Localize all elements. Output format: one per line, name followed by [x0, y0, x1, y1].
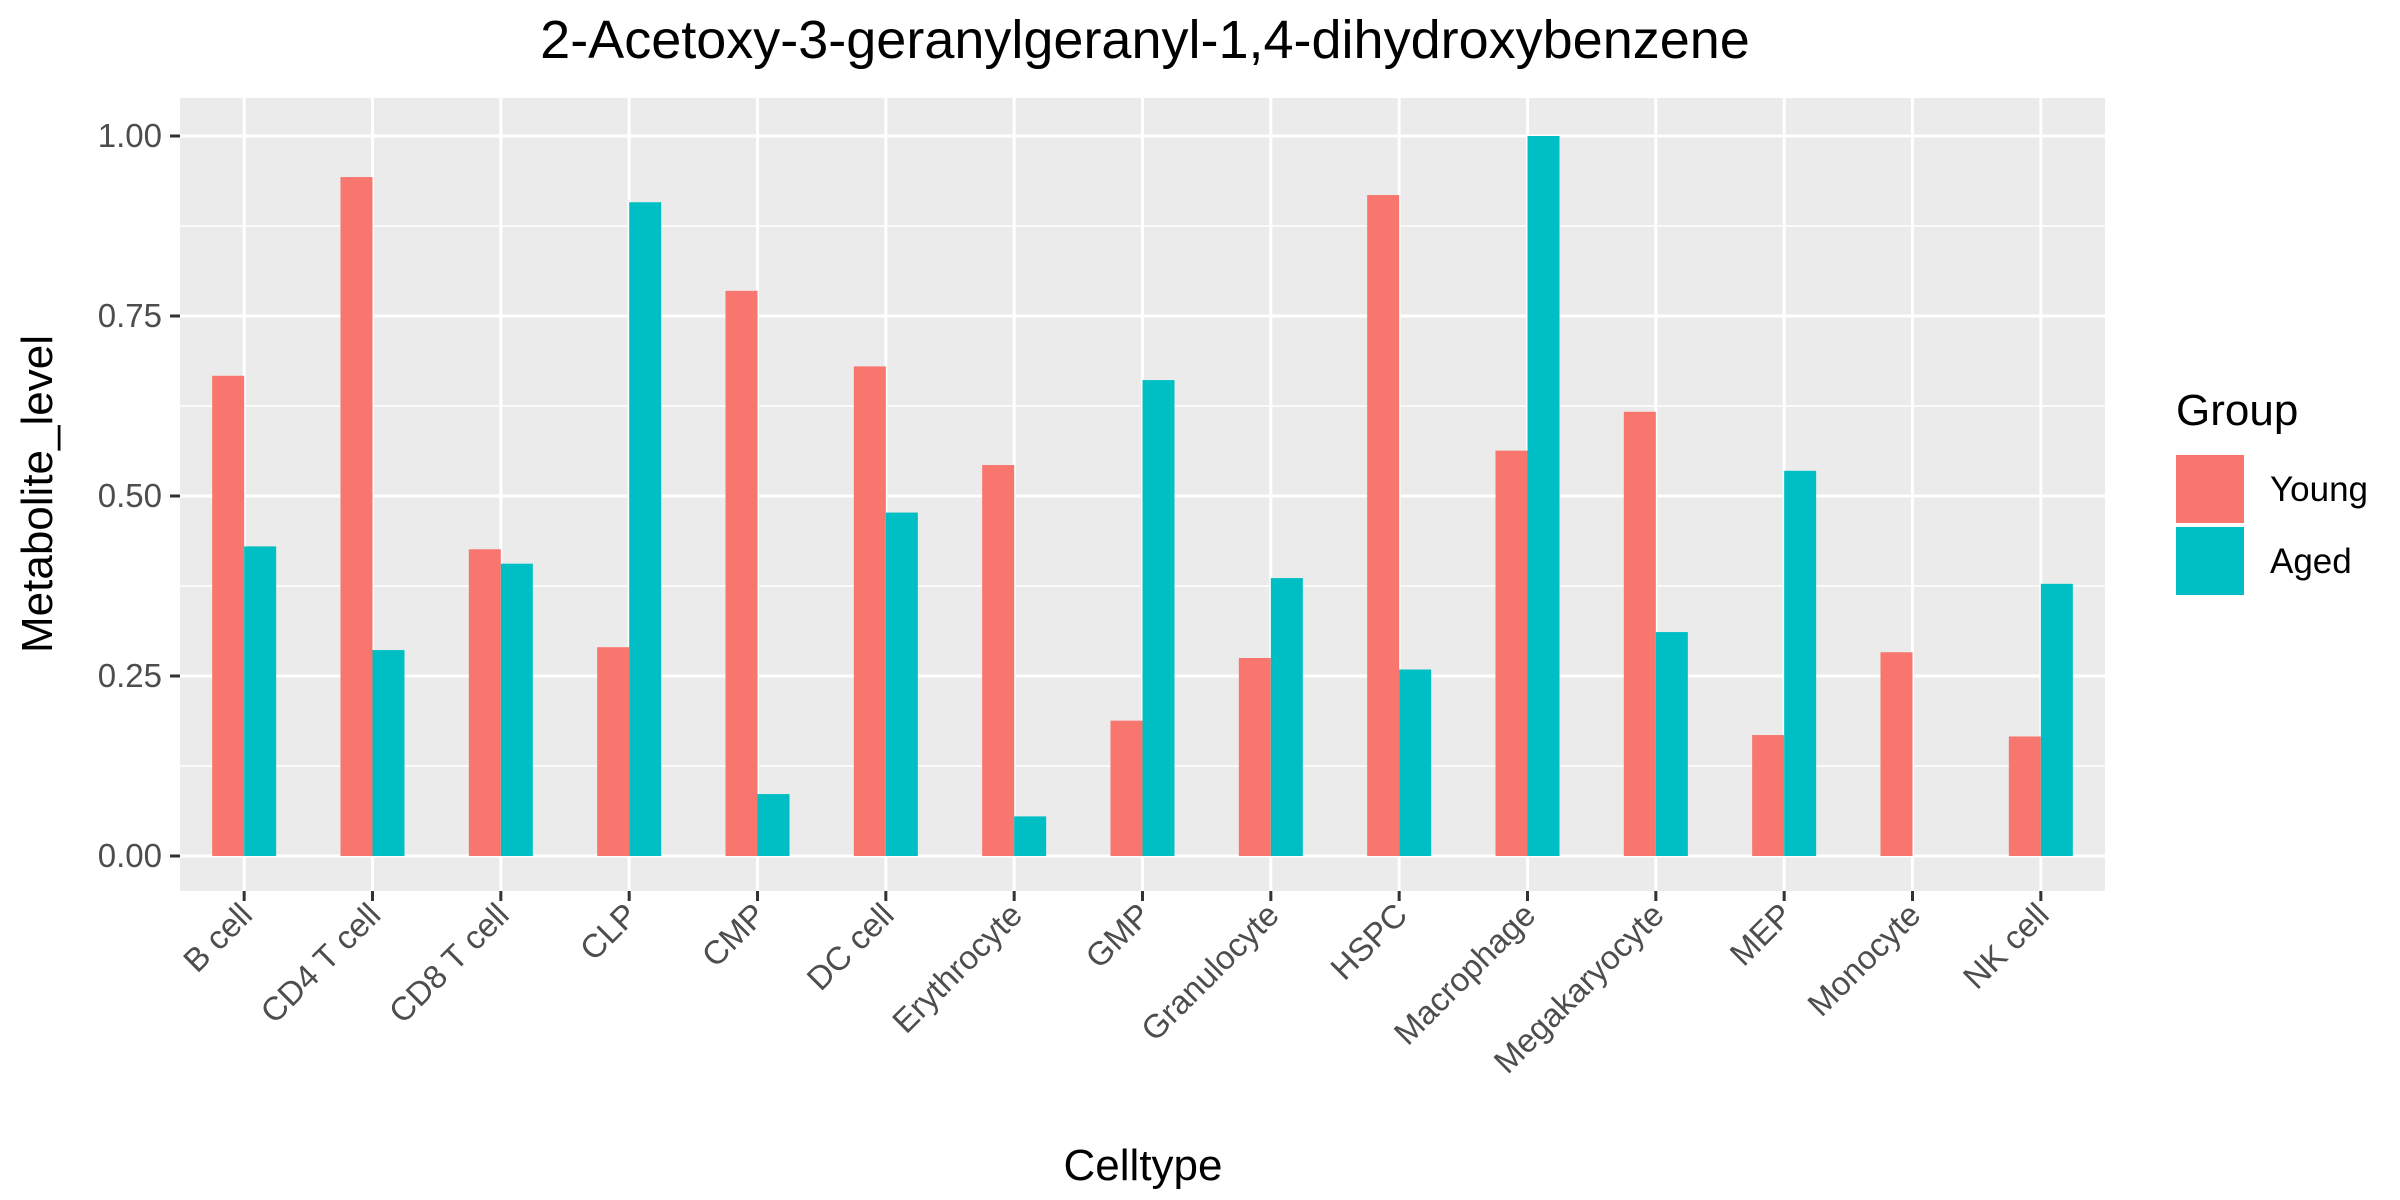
bar-aged [2040, 583, 2073, 856]
bar-aged [1655, 632, 1688, 856]
bar-young [725, 290, 758, 856]
x-tick-label: CD8 T cell [382, 896, 516, 1030]
x-tick-label: HSPC [1323, 896, 1414, 987]
x-tick-label: CLP [573, 896, 645, 968]
bar-aged [500, 563, 533, 856]
legend-label-young: Young [2270, 470, 2368, 509]
y-axis: 0.00 0.25 0.50 0.75 1.00 [98, 117, 180, 874]
legend-key-aged [2176, 527, 2244, 595]
bar-aged [1784, 470, 1817, 856]
y-tick-label: 0.25 [98, 657, 162, 694]
legend-label-aged: Aged [2270, 542, 2352, 581]
x-axis-title: Celltype [1064, 1141, 1223, 1190]
x-tick-label: GMP [1078, 896, 1157, 975]
legend-title: Group [2176, 386, 2298, 435]
bar-young [1367, 195, 1400, 857]
bars [212, 136, 2073, 857]
y-axis-title: Metabolite_level [13, 335, 62, 653]
y-tick-label: 0.50 [98, 477, 162, 514]
x-tick-label: Granulocyte [1134, 896, 1286, 1048]
legend-items: Young Aged [2176, 455, 2368, 595]
bar-young [1110, 720, 1143, 856]
bar-young [468, 549, 501, 856]
x-tick-label: B cell [176, 896, 259, 979]
legend-key-young [2176, 455, 2244, 523]
bar-young [853, 366, 886, 856]
bar-aged [372, 650, 405, 856]
bar-aged [1399, 669, 1432, 856]
x-tick-label: NK cell [1956, 896, 2056, 996]
bar-young [2008, 736, 2041, 856]
x-tick-label: Erythrocyte [885, 896, 1029, 1040]
bar-young [982, 465, 1015, 856]
bar-aged [885, 512, 918, 856]
bar-young [1238, 658, 1271, 856]
bar-young [1752, 735, 1785, 856]
bar-aged [1527, 136, 1560, 856]
x-tick-label: Monocyte [1800, 896, 1927, 1023]
bar-aged [757, 794, 790, 856]
x-tick-label: DC cell [799, 896, 900, 997]
bar-aged [1142, 380, 1175, 856]
bar-young [212, 375, 245, 856]
chart-title: 2-Acetoxy-3-geranylgeranyl-1,4-dihydroxy… [540, 10, 1750, 70]
bar-young [597, 647, 630, 856]
bar-young [1880, 652, 1913, 856]
bar-aged [629, 202, 662, 857]
bar-young [340, 177, 373, 857]
x-tick-label: MEP [1722, 896, 1799, 973]
bar-young [1495, 450, 1528, 856]
y-tick-label: 0.75 [98, 297, 162, 334]
legend: Group Young Aged [2176, 386, 2368, 595]
bar-young [1623, 411, 1656, 856]
y-tick-label: 0.00 [98, 837, 162, 874]
x-tick-label: CMP [694, 896, 772, 974]
x-tick-label: CD4 T cell [253, 896, 387, 1030]
bar-aged [1014, 816, 1047, 856]
bar-aged [1270, 578, 1303, 856]
bar-aged [244, 546, 277, 856]
y-tick-label: 1.00 [98, 117, 162, 154]
